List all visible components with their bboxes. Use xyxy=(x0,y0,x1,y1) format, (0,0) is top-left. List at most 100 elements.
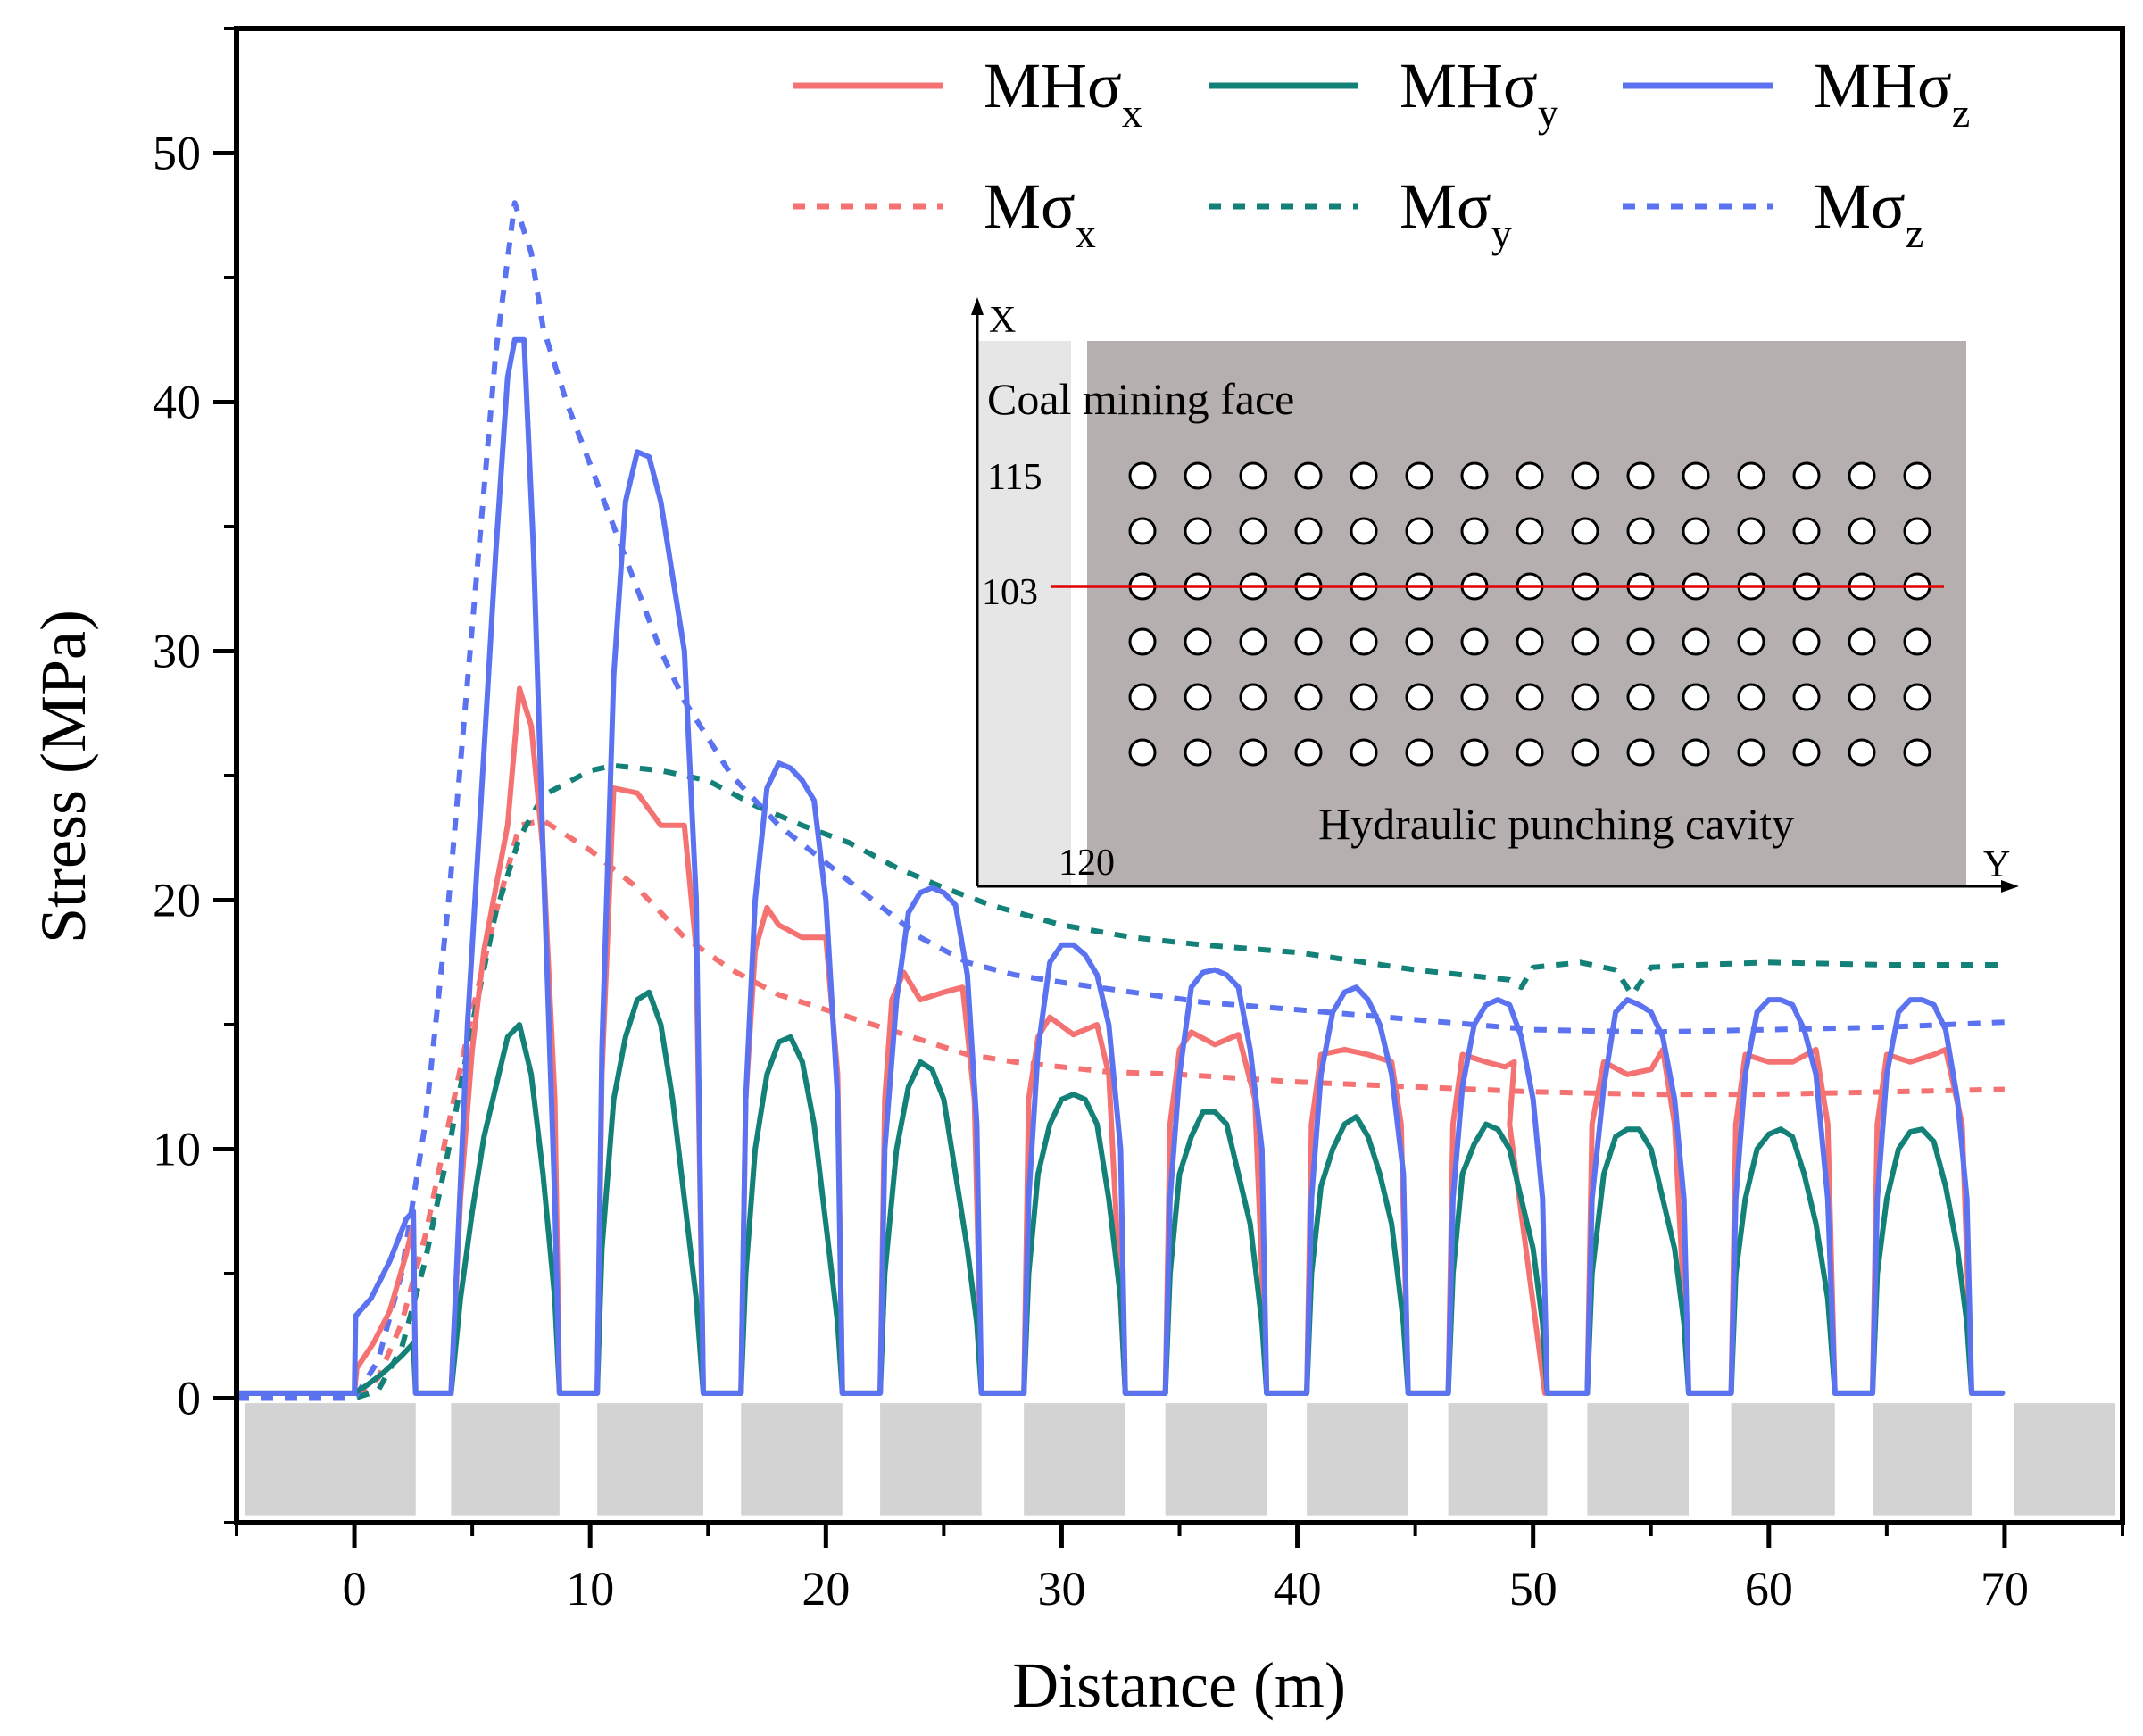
x-axis-title: Distance (m) xyxy=(1012,1649,1346,1721)
axes: 0 10 20 30 40 50 60 70 0 10 20 30 40 50 xyxy=(153,27,2124,1616)
inset-hole xyxy=(1571,738,1599,767)
inset-hole xyxy=(1350,627,1378,656)
inset-hole xyxy=(1128,627,1157,656)
y-axis-title: Stress (MPa) xyxy=(28,610,99,943)
cavity-block-11 xyxy=(1873,1403,1972,1516)
inset-hole xyxy=(1239,683,1267,711)
inset-hole xyxy=(1516,461,1544,490)
y-tick-label-3: 30 xyxy=(153,625,201,678)
cavity-block-0 xyxy=(245,1403,416,1516)
x-tick-label-6: 60 xyxy=(1745,1562,1793,1616)
x-tick-label-4: 40 xyxy=(1274,1562,1322,1616)
inset-hole xyxy=(1516,738,1544,767)
inset-hole xyxy=(1682,627,1710,656)
x-tick-label-2: 20 xyxy=(802,1562,850,1616)
inset-hole xyxy=(1737,627,1765,656)
y-tick-label-5: 50 xyxy=(153,127,201,180)
inset-hole xyxy=(1682,738,1710,767)
inset-hole xyxy=(1903,461,1931,490)
inset-dim-103: 103 xyxy=(982,572,1038,613)
x-tick-label-1: 10 xyxy=(566,1562,614,1616)
cavity-block-6 xyxy=(1165,1403,1267,1516)
inset-hole xyxy=(1571,627,1599,656)
inset-hole xyxy=(1571,517,1599,545)
inset-cavity-label: Hydraulic punching cavity xyxy=(1318,799,1794,849)
inset-dim-120: 120 xyxy=(1059,843,1115,884)
cavity-block-8 xyxy=(1448,1403,1548,1516)
cavity-block-9 xyxy=(1587,1403,1690,1516)
inset-hole xyxy=(1626,738,1655,767)
x-tick-label-7: 70 xyxy=(1981,1562,2029,1616)
inset-hole xyxy=(1737,461,1765,490)
inset-hole xyxy=(1848,627,1876,656)
inset-hole xyxy=(1294,627,1323,656)
series-2 xyxy=(234,336,2006,1396)
inset-hole xyxy=(1239,517,1267,545)
inset-hole xyxy=(1239,461,1267,490)
cavity-block-5 xyxy=(1024,1403,1125,1516)
inset-hole xyxy=(1460,627,1489,656)
inset-hole xyxy=(1792,627,1821,656)
inset-hole xyxy=(1294,738,1323,767)
inset-hole xyxy=(1682,461,1710,490)
inset-hole xyxy=(1626,461,1655,490)
legend-label-1: MHσy xyxy=(1400,50,1558,136)
cavity-block-1 xyxy=(451,1403,560,1516)
inset-hole xyxy=(1184,517,1212,545)
inset-hole xyxy=(1128,517,1157,545)
inset-hole xyxy=(1184,683,1212,711)
series-layer xyxy=(234,200,2006,1401)
legend-label-5: Mσz xyxy=(1814,170,1923,256)
inset-hole xyxy=(1792,683,1821,711)
inset-hole xyxy=(1626,627,1655,656)
legend-label-2: MHσz xyxy=(1814,50,1970,136)
x-tick-label-5: 50 xyxy=(1509,1562,1557,1616)
inset-hole xyxy=(1350,461,1378,490)
inset-hole xyxy=(1184,461,1212,490)
cavity-block-3 xyxy=(741,1403,843,1516)
inset-hole xyxy=(1516,627,1544,656)
y-tick-label-1: 10 xyxy=(153,1123,201,1176)
inset-hole xyxy=(1405,627,1433,656)
inset-hole xyxy=(1682,517,1710,545)
inset-hole xyxy=(1737,738,1765,767)
inset-hole xyxy=(1903,627,1931,656)
inset-hole xyxy=(1405,517,1433,545)
x-tick-label-0: 0 xyxy=(343,1562,367,1616)
inset-hole xyxy=(1848,683,1876,711)
y-tick-label-2: 20 xyxy=(153,874,201,927)
inset-hole xyxy=(1128,683,1157,711)
inset-x-axis-label: X xyxy=(989,300,1016,341)
inset-hole xyxy=(1128,738,1157,767)
inset-hole xyxy=(1350,517,1378,545)
inset-hole xyxy=(1626,517,1655,545)
inset-hole xyxy=(1571,461,1599,490)
series-3 xyxy=(237,818,2005,1401)
y-tick-label-0: 0 xyxy=(177,1372,201,1425)
legend: MHσx MHσy MHσz Mσx Mσy Mσz xyxy=(793,50,1970,256)
inset-face-zone xyxy=(977,341,1071,886)
cavity-block-10 xyxy=(1731,1403,1835,1516)
inset-hole xyxy=(1460,461,1489,490)
inset-hole xyxy=(1239,627,1267,656)
inset-diagram: X Y Coal mining face Hydraulic punching cav… xyxy=(971,297,2019,893)
inset-hole xyxy=(1294,517,1323,545)
inset-hole xyxy=(1184,627,1212,656)
inset-hole xyxy=(1792,517,1821,545)
inset-hole xyxy=(1128,461,1157,490)
inset-y-arrow xyxy=(971,297,984,315)
inset-hole xyxy=(1792,461,1821,490)
inset-hole xyxy=(1405,738,1433,767)
inset-hole xyxy=(1460,517,1489,545)
cavity-block-12 xyxy=(2014,1403,2115,1516)
inset-hole xyxy=(1848,738,1876,767)
x-tick-label-3: 30 xyxy=(1037,1562,1085,1616)
y-tick-label-4: 40 xyxy=(153,376,201,429)
inset-hole xyxy=(1184,738,1212,767)
inset-hole xyxy=(1350,738,1378,767)
inset-hole xyxy=(1460,683,1489,711)
inset-hole xyxy=(1903,738,1931,767)
inset-coal-zone xyxy=(1087,341,1966,886)
inset-hole xyxy=(1571,683,1599,711)
